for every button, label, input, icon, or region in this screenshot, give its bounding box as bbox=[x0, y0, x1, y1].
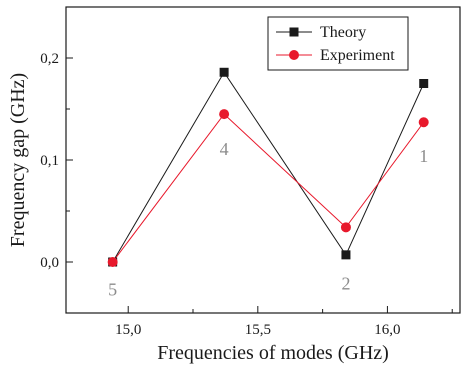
series-markers bbox=[107, 67, 429, 267]
point-label: 5 bbox=[108, 280, 117, 300]
legend-entries: Theory Experiment bbox=[276, 24, 395, 64]
x-tick-label: 15,0 bbox=[115, 322, 141, 338]
legend-marker-experiment bbox=[289, 50, 299, 60]
legend-label-experiment: Experiment bbox=[320, 47, 395, 64]
data-point-experiment bbox=[418, 117, 429, 128]
data-point-theory bbox=[219, 67, 229, 77]
tick-labels: 15,0 15,5 16,0 0,0 0,1 0,2 bbox=[40, 51, 400, 338]
y-tick-label: 0,2 bbox=[40, 51, 59, 67]
x-axis-title: Frequencies of modes (GHz) bbox=[157, 342, 389, 364]
y-tick-label: 0,0 bbox=[40, 255, 59, 271]
data-point-experiment bbox=[340, 222, 351, 233]
y-axis-title: Frequency gap (GHz) bbox=[7, 73, 29, 247]
legend: Theory Experiment bbox=[267, 16, 409, 71]
axis-ticks bbox=[66, 57, 453, 313]
data-point-theory bbox=[341, 250, 351, 260]
data-point-experiment bbox=[219, 109, 230, 120]
y-tick-label: 0,1 bbox=[40, 153, 59, 169]
data-point-experiment bbox=[107, 257, 118, 267]
legend-label-theory: Theory bbox=[320, 24, 366, 41]
x-tick-label: 16,0 bbox=[374, 322, 400, 338]
point-label: 4 bbox=[220, 139, 229, 159]
point-label: 1 bbox=[419, 146, 428, 166]
series-line-theory bbox=[112, 71, 425, 263]
point-label: 2 bbox=[341, 273, 350, 293]
x-tick-label: 15,5 bbox=[245, 322, 271, 338]
point-annotations: 5 4 2 1 bbox=[108, 139, 428, 300]
series-lines bbox=[112, 71, 425, 263]
data-point-theory bbox=[419, 79, 429, 88]
legend-box bbox=[267, 16, 409, 71]
series-line-experiment bbox=[112, 113, 425, 263]
legend-marker-theory bbox=[289, 27, 299, 37]
